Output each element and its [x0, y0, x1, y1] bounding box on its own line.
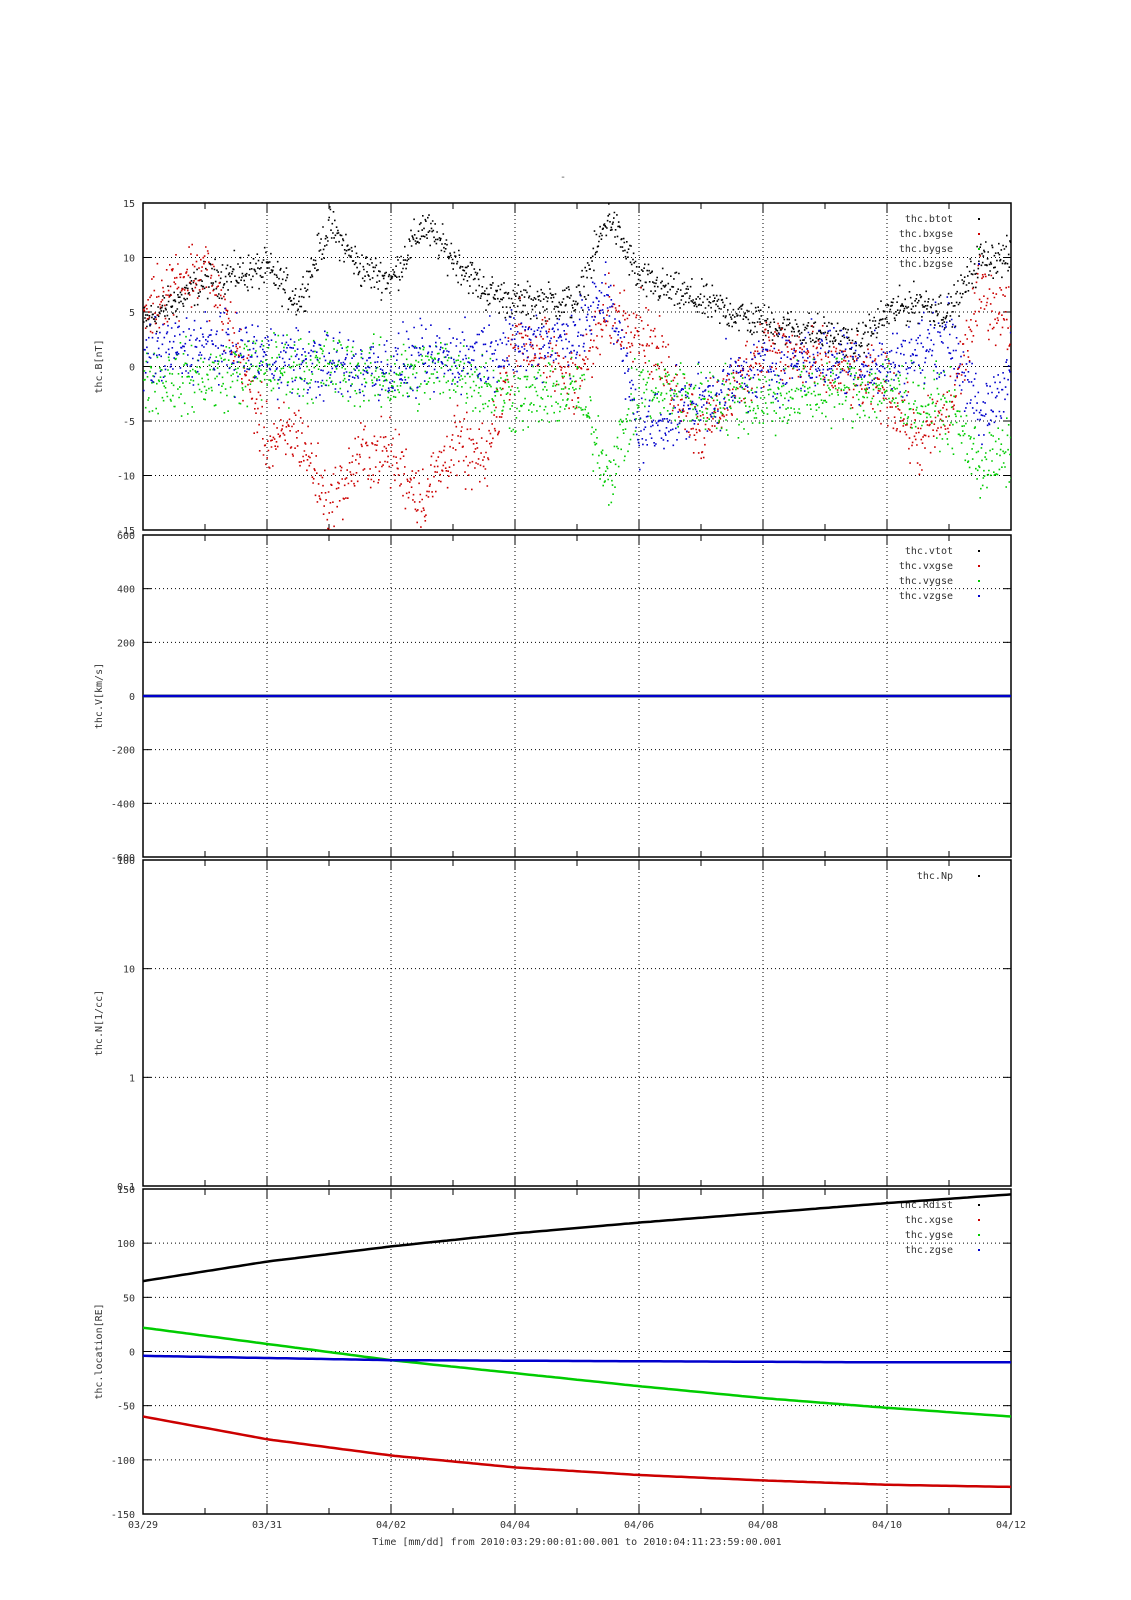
y-tick-label: 15 — [123, 199, 135, 210]
y-tick-label: -10 — [117, 472, 135, 483]
legend-label: thc.Np — [917, 871, 953, 882]
legend-marker — [978, 1249, 980, 1251]
panel-4: 150 100 50 0 -50 -100 -150 thc.location[RE] thc.… — [94, 1185, 1012, 1521]
panel-2: 600 400 200 0 -200 -400 -600 thc.V[km/s] thc.vto… — [94, 531, 1012, 864]
data-line — [143, 1354, 1011, 1364]
y-tick-label: 100 — [117, 1239, 135, 1250]
data-points — [143, 331, 1011, 506]
legend-label: thc.vygse — [899, 576, 953, 587]
y-tick-label: 50 — [123, 1293, 135, 1304]
legend-label: thc.vzgse — [899, 591, 953, 602]
y-tick-label: 600 — [117, 531, 135, 542]
y-tick-label: 400 — [117, 585, 135, 596]
panel-frame — [142, 1188, 1012, 1515]
y-tick-label: 5 — [129, 308, 135, 319]
data-line — [143, 1326, 1011, 1418]
legend-marker — [978, 1234, 980, 1236]
legend-label: thc.ygse — [905, 1230, 953, 1241]
x-tick-label: 03/31 — [252, 1520, 282, 1531]
legend-label: thc.vtot — [905, 546, 953, 557]
legend-marker — [978, 218, 980, 220]
top-mark: - — [560, 172, 567, 183]
series-thc-bzgse — [143, 261, 1011, 471]
panel-frame — [142, 202, 1012, 531]
y-tick-label: 150 — [117, 1185, 135, 1196]
data-points — [143, 203, 1011, 363]
series-thc-bygse — [143, 331, 1011, 506]
y-axis-label: thc.B[nT] — [94, 339, 105, 393]
y-axis-label: thc.location[RE] — [94, 1303, 105, 1399]
legend-marker — [978, 565, 980, 567]
y-tick-label: 0 — [129, 692, 135, 703]
y-tick-label: -200 — [111, 746, 135, 757]
y-tick-label: -600 — [111, 853, 135, 864]
legend-marker — [978, 263, 980, 265]
x-tick-label: 04/10 — [872, 1520, 902, 1531]
legend-marker — [978, 595, 980, 597]
series-thc-xgse — [143, 1415, 1011, 1489]
x-tick-label: 04/12 — [996, 1520, 1026, 1531]
y-tick-label: 0 — [129, 363, 135, 374]
y-tick-label: 200 — [117, 638, 135, 649]
y-tick-label: -15 — [117, 526, 135, 537]
data-points — [143, 261, 1011, 471]
legend-marker — [978, 248, 980, 250]
series-thc-btot — [143, 203, 1011, 363]
legend-label: thc.Rdist — [899, 1200, 953, 1211]
series-thc-Rdist — [143, 1193, 1011, 1283]
legend-label: thc.bygse — [899, 244, 953, 255]
series-thc-zgse — [143, 1354, 1011, 1364]
y-tick-label: -400 — [111, 799, 135, 810]
series-thc-ygse — [143, 1326, 1011, 1418]
y-tick-label: 1 — [129, 1073, 135, 1084]
legend-marker — [978, 233, 980, 235]
y-tick-label: -150 — [111, 1510, 135, 1521]
y-tick-label: 10 — [123, 254, 135, 265]
y-tick-label: -50 — [117, 1402, 135, 1413]
legend-marker — [978, 875, 980, 877]
legend-label: thc.xgse — [905, 1215, 953, 1226]
legend-marker — [978, 580, 980, 582]
panel-3: 100 10 1 0.1 thc.N[1/cc] thc.Np — [94, 856, 1012, 1193]
y-tick-label: -5 — [123, 417, 135, 428]
x-tick-label: 04/04 — [500, 1520, 530, 1531]
legend-label: thc.zgse — [905, 1245, 953, 1256]
data-line — [143, 1415, 1011, 1489]
legend-marker — [978, 1219, 980, 1221]
y-tick-label: 0.1 — [117, 1182, 135, 1193]
x-axis-footer: Time [mm/dd] from 2010:03:29:00:01:00.00… — [372, 1537, 781, 1548]
y-tick-label: 100 — [117, 856, 135, 867]
legend-label: thc.vxgse — [899, 561, 953, 572]
legend-label: thc.bxgse — [899, 229, 953, 240]
y-axis-label: thc.V[km/s] — [94, 663, 105, 729]
y-tick-label: 10 — [123, 965, 135, 976]
x-tick-label: 04/08 — [748, 1520, 778, 1531]
x-tick-label: 04/06 — [624, 1520, 654, 1531]
y-tick-label: -100 — [111, 1456, 135, 1467]
data-line — [143, 1193, 1011, 1283]
panel-1: 15 10 5 0 -5 -10 -15 thc.B[nT] thc.btot thc.bxgse… — [94, 199, 1012, 537]
legend-label: thc.bzgse — [899, 259, 953, 270]
panel-frame — [142, 859, 1012, 1187]
legend-marker — [978, 550, 980, 552]
x-tick-label: 04/02 — [376, 1520, 406, 1531]
y-tick-label: 0 — [129, 1348, 135, 1359]
x-tick-label: 03/29 — [128, 1520, 158, 1531]
y-axis-label: thc.N[1/cc] — [94, 990, 105, 1056]
legend-label: thc.btot — [905, 214, 953, 225]
legend-marker — [978, 1204, 980, 1206]
